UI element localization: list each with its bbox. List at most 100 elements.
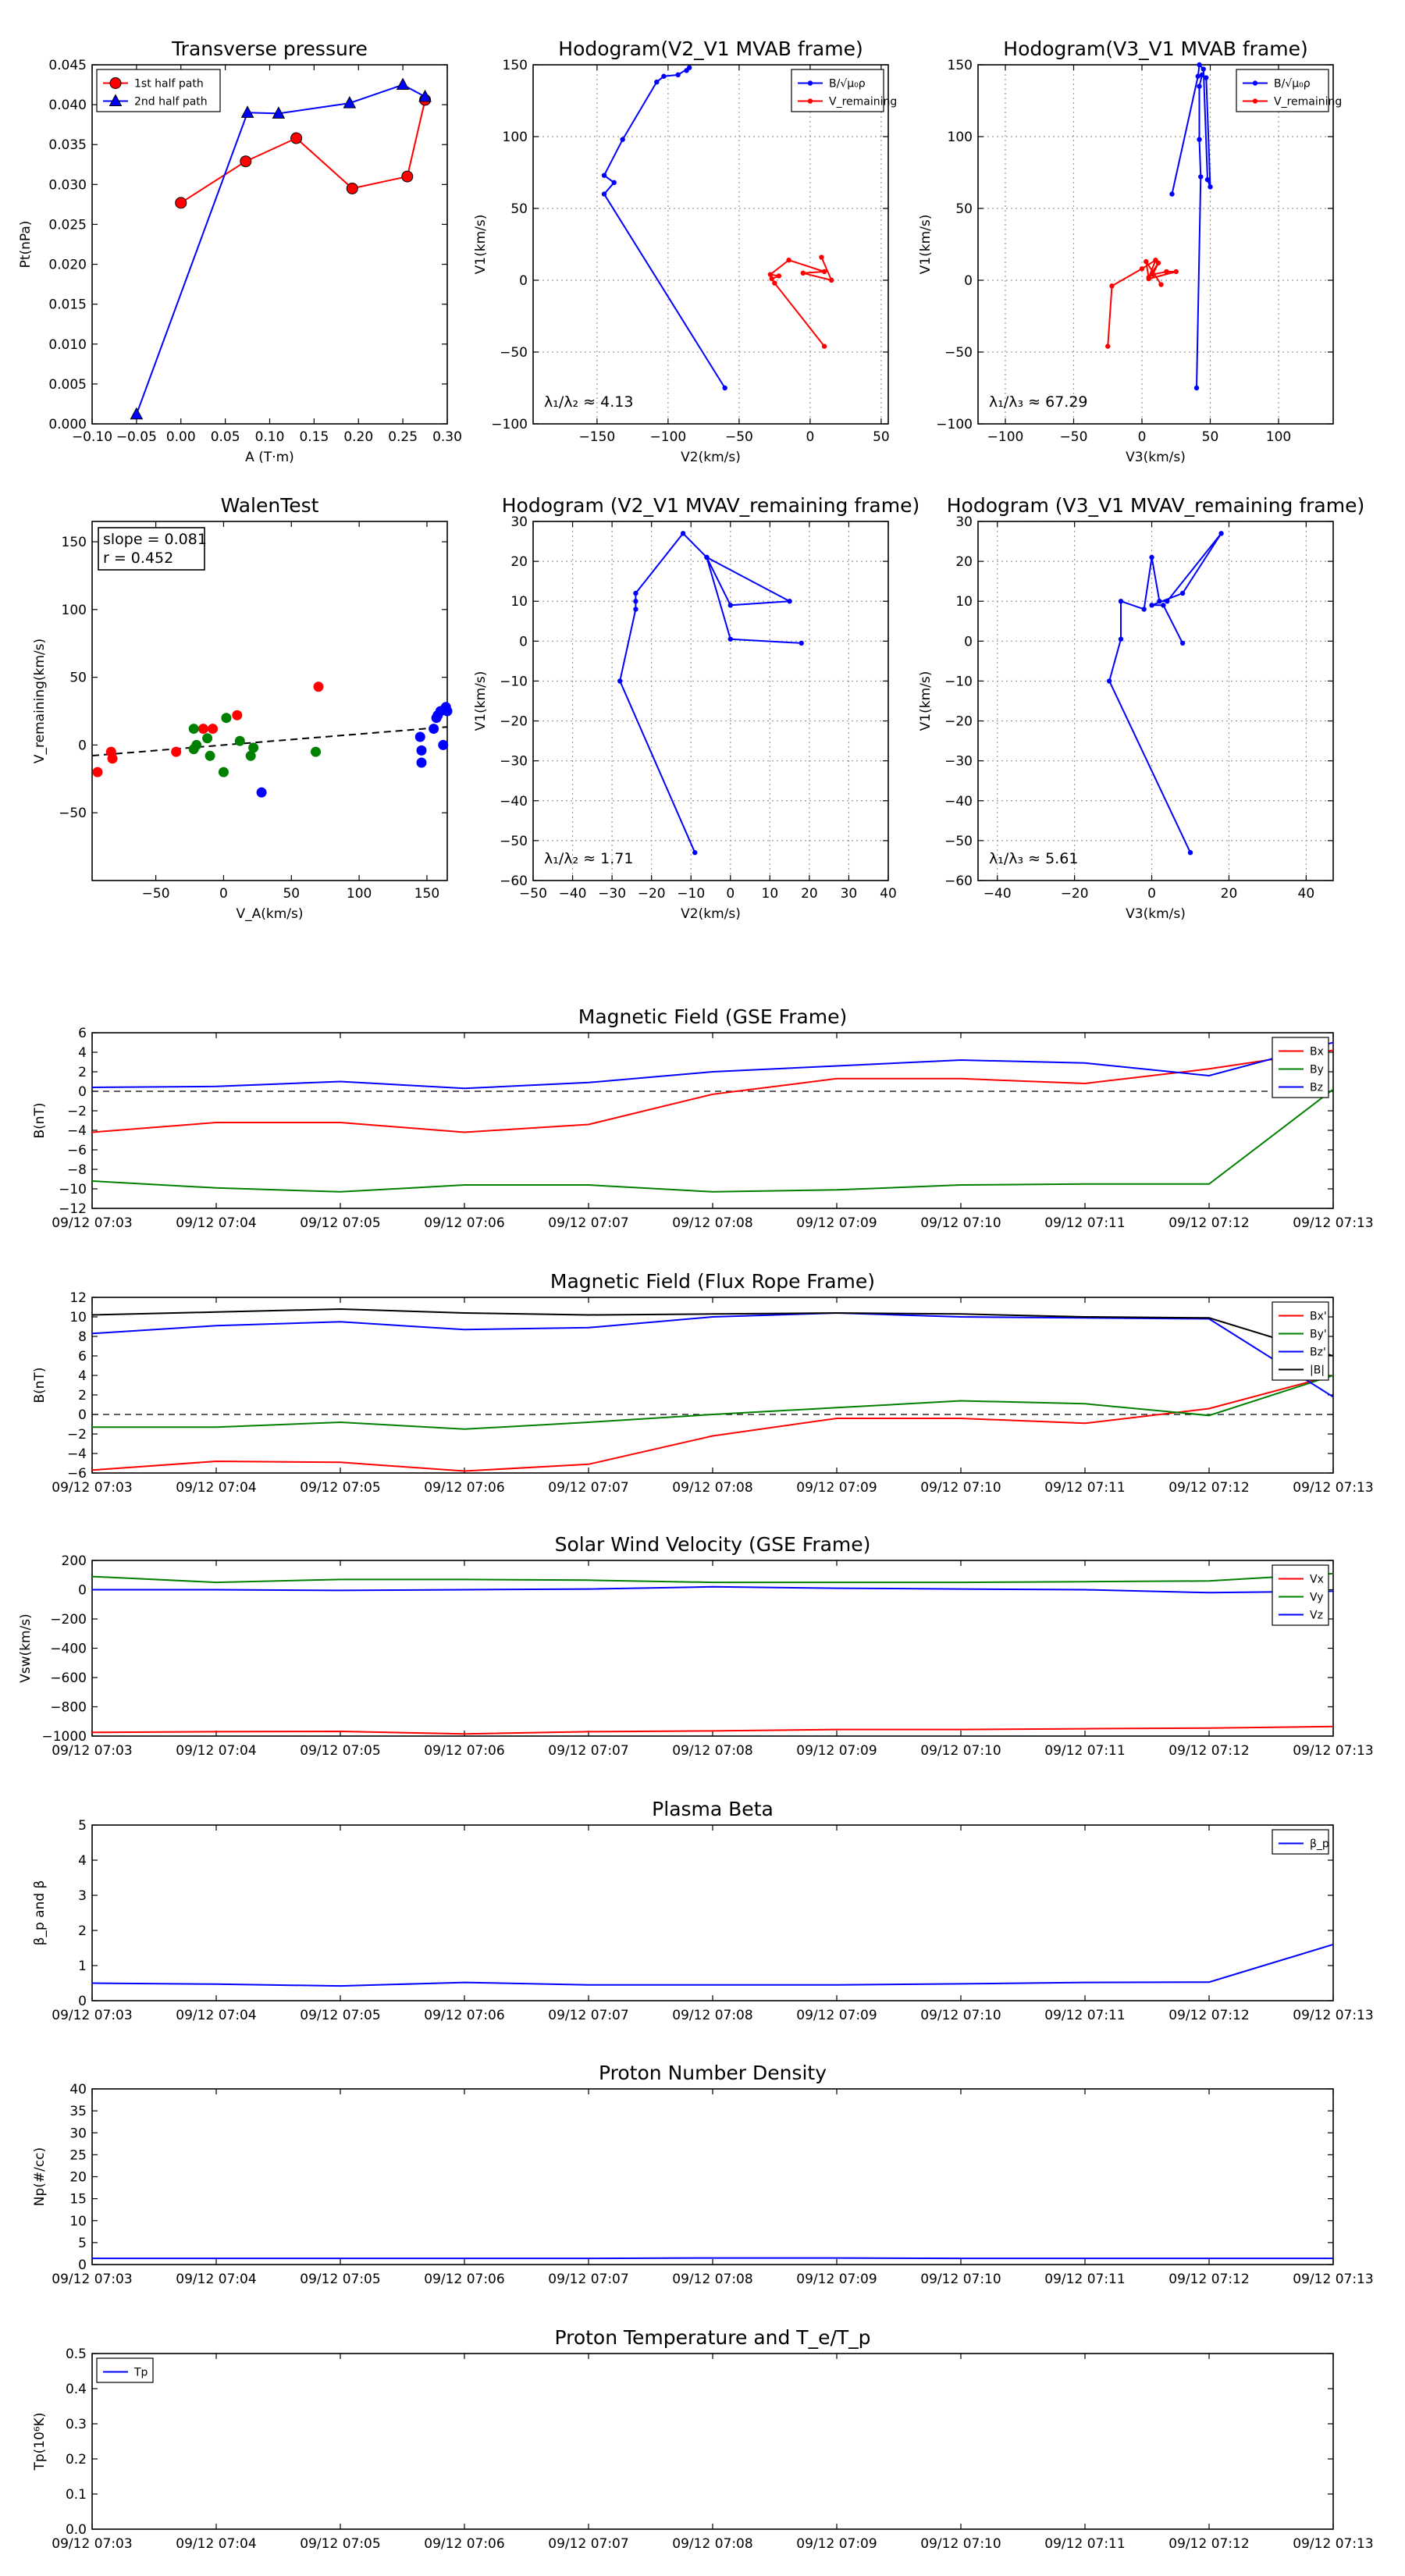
x-tick-label: 09/12 07:04 [176,1743,256,1759]
chart-title: Magnetic Field (GSE Frame) [578,1005,847,1028]
data-point [1197,84,1202,89]
y-tick-label: 0.5 [66,2347,87,2362]
y-tick-label: 0.3 [66,2417,87,2432]
y-tick-label: −4 [67,1446,87,1462]
x-tick-label: 09/12 07:13 [1293,2536,1373,2552]
data-point [1169,191,1175,197]
legend-label: Bx' [1310,1311,1327,1323]
data-point [633,599,638,604]
x-tick-label: 0.00 [166,429,196,445]
data-point [396,77,410,91]
x-tick-label: 0 [726,886,735,902]
series-line [180,99,426,204]
x-tick-label: 09/12 07:12 [1168,1480,1249,1496]
y-tick-label: 150 [948,58,973,73]
data-point [1204,75,1209,80]
x-tick-label: 09/12 07:11 [1044,1743,1125,1759]
data-point [346,182,358,194]
data-point [1208,184,1213,190]
x-tick-label: 09/12 07:07 [548,1743,628,1759]
x-tick-label: 20 [1221,886,1238,902]
data-point [829,277,834,283]
data-point [704,554,710,560]
chart-title: Plasma Beta [652,1798,774,1820]
x-tick-label: 09/12 07:13 [1293,1743,1373,1759]
x-tick-label: 50 [1202,429,1219,445]
chart-title: Magnetic Field (Flux Rope Frame) [550,1270,875,1293]
x-tick-label: 09/12 07:06 [424,2536,504,2552]
y-tick-label: 0.015 [48,297,87,313]
x-tick-label: 09/12 07:08 [672,2272,752,2287]
y-tick-label: 20 [510,554,528,570]
scatter-point [256,787,267,798]
y-tick-label: −6 [67,1466,87,1482]
x-axis-label: V2(km/s) [681,906,741,922]
y-tick-label: 5 [78,2236,87,2251]
data-point [633,607,638,612]
y-axis-label: V1(km/s) [473,215,489,275]
data-point [675,72,681,78]
x-tick-label: −40 [984,886,1012,902]
plot-frame [977,521,1334,881]
x-tick-label: 09/12 07:13 [1293,2008,1373,2023]
legend-marker [108,94,123,106]
chart-h3: −50 −40 −30 −20 −10 0 10 20 30 40−60−50−40−30−20−… [473,494,919,922]
y-tick-label: 0 [519,634,528,649]
y-tick-label: 0.000 [48,417,87,432]
data-point [1158,282,1164,287]
scatter-point [188,724,199,735]
chart-title: Proton Temperature and T_e/T_p [554,2326,870,2349]
legend-box [1272,1829,1329,1855]
x-tick-label: 09/12 07:08 [672,1215,752,1231]
data-point [272,106,286,119]
data-point [799,640,804,646]
x-tick-label: 09/12 07:04 [176,2008,256,2023]
x-tick-label: 09/12 07:11 [1044,1480,1125,1496]
x-tick-label: 09/12 07:12 [1168,2272,1249,2287]
y-tick-label: 0 [519,273,528,289]
legend: Tp [96,2357,154,2383]
x-tick-label: 09/12 07:05 [300,1480,380,1496]
legend-marker [1252,98,1258,104]
y-tick-label: −30 [944,754,973,770]
scatter-point [429,724,439,735]
y-tick-label: −30 [500,754,528,770]
x-tick-label: 09/12 07:06 [424,1480,504,1496]
plot-frame [91,2088,1334,2265]
scatter-point [171,746,182,757]
series-line-By' [92,1375,1333,1430]
data-point [1141,607,1147,612]
x-tick-label: 09/12 07:11 [1044,2008,1125,2023]
y-tick-label: 20 [955,554,973,570]
x-tick-label: 09/12 07:06 [424,2272,504,2287]
scatter-point [414,731,425,742]
y-tick-label: −60 [944,873,973,889]
scatter-point [442,706,453,717]
data-point [684,68,689,73]
y-tick-label: −40 [944,794,973,809]
y-tick-label: 0 [78,2258,87,2273]
chart-ts_beta: 0 1 2 3 4 5 Plasma Beta β_p and β 09/12 07:03 09/… [32,1798,1374,2023]
data-point [680,531,686,536]
legend-box [1236,69,1329,112]
y-tick-label: 20 [69,2170,87,2186]
plot-frame [91,521,448,881]
y-tick-label: 200 [62,1553,87,1569]
legend-marker [109,77,122,89]
x-tick-label: 09/12 07:08 [672,1743,752,1759]
y-tick-label: 0 [78,1084,87,1100]
y-tick-label: 30 [955,514,973,530]
legend: Bx By Bz [1272,1037,1329,1098]
x-tick-label: 09/12 07:12 [1168,2008,1249,2023]
y-axis-label: Tp(10⁶K) [32,2412,48,2471]
data-point [1204,177,1211,183]
x-axis-label: V3(km/s) [1126,450,1186,465]
x-tick-label: −10 [677,886,705,902]
series-line-By [92,1088,1333,1193]
x-tick-label: 09/12 07:13 [1293,1215,1373,1231]
data-point [633,590,638,596]
data-point [601,173,607,178]
y-tick-label: −6 [67,1143,87,1158]
annotation-text: r = 0.452 [103,550,173,567]
scatter-point [107,753,118,764]
